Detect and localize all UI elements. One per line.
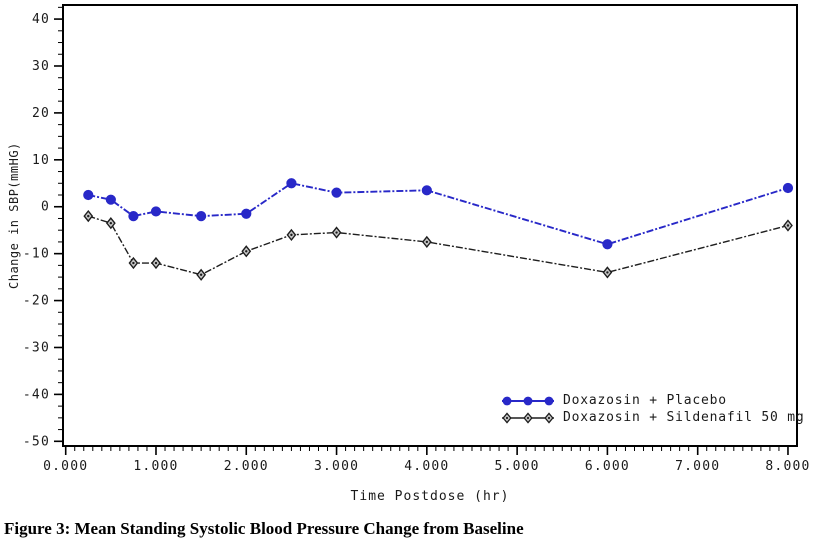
data-point-circle <box>331 187 342 198</box>
y-tick-label: 40 <box>32 12 50 27</box>
series-placebo <box>83 178 794 250</box>
legend-item-sildenafil: Doxazosin + Sildenafil 50 mg <box>500 409 805 426</box>
y-tick-label: 20 <box>32 106 50 121</box>
data-point-diamond-center <box>154 261 158 265</box>
legend-sample-sildenafil-line-icon <box>502 411 554 424</box>
x-tick-label: 3.000 <box>314 459 359 474</box>
series-line <box>88 182 789 246</box>
x-tick-label: 4.000 <box>404 459 449 474</box>
y-tick-label: -40 <box>23 387 50 402</box>
y-tick-label: -50 <box>23 434 50 449</box>
series-line <box>88 215 789 276</box>
x-tick-label: 5.000 <box>495 459 540 474</box>
data-point-circle <box>105 194 116 205</box>
x-tick-label: 8.000 <box>765 459 810 474</box>
chart-legend: Doxazosin + Placebo Doxazosin + Sildenaf… <box>500 392 805 426</box>
sbp-line-chart-canvas: 40 30 20 10 0 -10 -20 -30 -40 -50 0.000 1.000 2.000 3… <box>23 4 810 474</box>
y-tick-label: -20 <box>23 294 50 309</box>
figure-caption: Figure 3: Mean Standing Systolic Blood P… <box>4 519 524 538</box>
legend-sample-placebo-line-icon <box>502 396 554 405</box>
legend-label-placebo: Doxazosin + Placebo <box>563 393 727 408</box>
axis-ticks <box>54 6 789 455</box>
y-tick-label: 10 <box>32 153 50 168</box>
y-tick-label: -10 <box>23 247 50 262</box>
data-point-diamond-center <box>87 214 90 218</box>
x-tick-label: 6.000 <box>585 459 630 474</box>
y-tick-label: -30 <box>23 340 50 355</box>
y-tick-label: 30 <box>32 59 50 74</box>
x-tick-label: 7.000 <box>675 459 720 474</box>
data-point-circle <box>83 189 94 201</box>
data-point-diamond-center <box>109 221 113 225</box>
data-point-diamond-center <box>786 224 790 227</box>
data-point-circle <box>128 211 139 222</box>
data-point-diamond-center <box>606 271 609 274</box>
data-point-diamond-center <box>132 261 135 265</box>
data-point-circle <box>150 206 162 217</box>
data-point-circle <box>602 239 613 250</box>
data-point-circle <box>286 178 297 189</box>
x-tick-label: 2.000 <box>224 459 269 474</box>
x-tick-label: 0.000 <box>43 459 88 474</box>
y-tick-label: 0 <box>41 200 50 215</box>
data-point-circle <box>196 211 207 222</box>
legend-item-placebo: Doxazosin + Placebo <box>500 392 805 409</box>
data-point-diamond-center <box>425 240 429 244</box>
data-point-circle <box>241 208 252 219</box>
axis-tick-labels: 40 30 20 10 0 -10 -20 -30 -40 -50 0.000 1.000 2.000 3… <box>23 12 810 474</box>
sbp-chart-figure: 40 30 20 10 0 -10 -20 -30 -40 -50 0.000 1.000 2.000 3… <box>7 4 810 504</box>
data-point-diamond-center <box>245 250 248 253</box>
x-axis-title: Time Postdose (hr) <box>350 489 510 504</box>
data-point-circle <box>782 182 794 194</box>
data-point-diamond-center <box>335 231 338 234</box>
x-tick-label: 1.000 <box>133 459 178 474</box>
y-axis-title: Change in SBP(mmHG) <box>7 142 21 289</box>
data-point-circle <box>421 185 432 196</box>
data-point-diamond-center <box>199 273 203 276</box>
legend-label-sildenafil: Doxazosin + Sildenafil 50 mg <box>563 410 805 425</box>
series-sildenafil <box>83 209 793 281</box>
data-point-diamond-center <box>290 233 293 237</box>
plot-frame <box>62 4 798 447</box>
